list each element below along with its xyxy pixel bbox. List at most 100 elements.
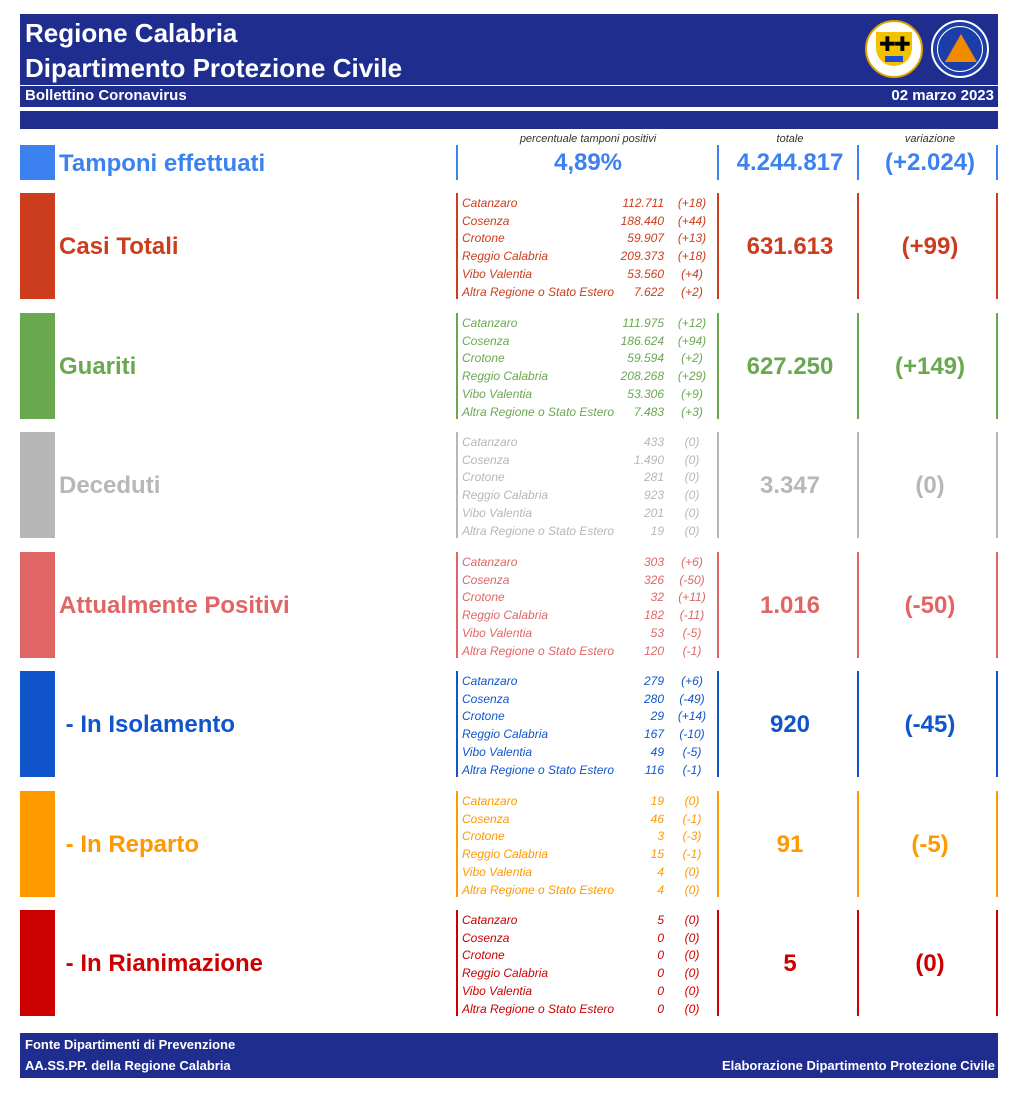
province-delta: (0): [684, 794, 700, 808]
province-row: Altra Regione o Stato Estero 7.483 (+3): [462, 405, 712, 423]
province-name: Altra Regione o Stato Estero: [462, 284, 615, 299]
province-row: Reggio Calabria 0 (0): [462, 966, 712, 984]
positivity-caption: percentuale tamponi positivi: [519, 133, 657, 145]
province-value: 281: [643, 470, 664, 485]
province-name: Catanzaro: [462, 674, 518, 688]
province-name: Reggio Calabria: [462, 369, 549, 384]
province-row: Reggio Calabria 208.268 (+29): [462, 369, 712, 387]
tamponi-swatch: [20, 145, 55, 180]
province-name: Altra Regione o Stato Estero: [462, 404, 615, 419]
regione-calabria-logo-icon: ✚ ✚: [865, 20, 923, 78]
province-row: Vibo Valentia 201 (0): [462, 506, 712, 524]
province-value: 32: [650, 590, 664, 605]
province-row: Crotone 0 (0): [462, 948, 712, 966]
province-row: Crotone 3 (-3): [462, 829, 712, 847]
province-value: 0: [657, 983, 664, 998]
attualmente-positivi-change: (-50): [904, 592, 956, 619]
province-name: Altra Regione o Stato Estero: [462, 643, 615, 658]
province-name: Reggio Calabria: [462, 847, 549, 862]
in-rianimazione-change: (0): [915, 950, 945, 977]
province-value: 29: [650, 709, 664, 724]
province-row: Cosenza 186.624 (+94): [462, 334, 712, 352]
province-name: Cosenza: [462, 452, 510, 467]
province-delta: (0): [684, 966, 700, 981]
in-rianimazione-swatch: [20, 910, 55, 1016]
province-value: 19: [650, 523, 664, 538]
province-name: Catanzaro: [462, 316, 518, 330]
province-value: 186.624: [620, 333, 664, 348]
tamponi-positivity: 4,89%: [553, 149, 623, 176]
province-value: 208.268: [620, 369, 664, 384]
province-row: Crotone 59.907 (+13): [462, 231, 712, 249]
bulletin-header: Regione Calabria Dipartimento Protezione…: [20, 14, 998, 107]
province-name: Vibo Valentia: [462, 505, 533, 520]
guariti-total: 627.250: [746, 353, 834, 380]
bulletin-subtitle: Bollettino Coronavirus: [25, 87, 187, 104]
province-name: Altra Regione o Stato Estero: [462, 882, 615, 897]
region-title: Regione Calabria: [25, 18, 238, 48]
province-name: Cosenza: [462, 930, 510, 945]
in-reparto-total: 91: [776, 831, 804, 858]
province-delta: (+6): [681, 674, 703, 688]
province-name: Vibo Valentia: [462, 983, 533, 998]
in-rianimazione-label: - In Rianimazione: [59, 950, 264, 977]
attualmente-positivi-total: 1.016: [759, 592, 821, 619]
in-isolamento-change: (-45): [904, 711, 956, 738]
bulletin-date: 02 marzo 2023: [891, 87, 994, 104]
province-value: 49: [650, 744, 664, 759]
province-value: 433: [643, 435, 664, 449]
in-reparto-section: - In Reparto Catanzaro 19 (0) Cosenza 46 (-1) C…: [20, 791, 1000, 898]
in-reparto-label: - In Reparto: [59, 831, 200, 858]
in-rianimazione-section: - In Rianimazione Catanzaro 5 (0) Cosenza 0 (0…: [20, 910, 1000, 1017]
province-name: Vibo Valentia: [462, 744, 533, 759]
province-value: 182: [643, 608, 664, 623]
guariti-section: Guariti Catanzaro 111.975 (+12) Cosenza 186.6…: [20, 313, 1000, 420]
deceduti-change: (0): [915, 472, 945, 499]
province-delta: (+11): [678, 590, 706, 605]
province-delta: (-5): [682, 625, 702, 640]
province-value: 303: [643, 555, 664, 569]
source-line-2: AA.SS.PP. della Regione Calabria: [25, 1058, 231, 1073]
province-value: 201: [643, 505, 664, 520]
province-row: Vibo Valentia 53.306 (+9): [462, 387, 712, 405]
province-delta: (+18): [677, 196, 707, 210]
province-delta: (0): [684, 948, 700, 963]
province-row: Altra Regione o Stato Estero 120 (-1): [462, 644, 712, 662]
province-delta: (0): [684, 1001, 700, 1016]
province-value: 280: [643, 691, 664, 706]
in-reparto-swatch: [20, 791, 55, 897]
province-name: Cosenza: [462, 811, 510, 826]
province-delta: (-1): [682, 762, 702, 777]
province-row: Cosenza 46 (-1): [462, 812, 712, 830]
guariti-change: (+149): [894, 353, 966, 380]
province-row: Crotone 281 (0): [462, 470, 712, 488]
casi-totali-section: Casi Totali Catanzaro 112.711 (+18) Cosenza 1…: [20, 193, 1000, 300]
in-isolamento-label: - In Isolamento: [59, 711, 236, 738]
province-row: Catanzaro 279 (+6): [462, 674, 712, 692]
province-name: Crotone: [462, 231, 505, 246]
province-value: 923: [643, 488, 664, 503]
province-delta: (-1): [682, 811, 702, 826]
tamponi-label: Tamponi effettuati: [59, 150, 266, 177]
protezione-civile-logo-icon: [931, 20, 989, 78]
attualmente-positivi-label: Attualmente Positivi: [59, 592, 290, 619]
guariti-label: Guariti: [59, 353, 137, 380]
province-name: Reggio Calabria: [462, 249, 549, 264]
province-value: 112.711: [622, 196, 664, 210]
province-delta: (+2): [681, 284, 703, 299]
province-name: Altra Regione o Stato Estero: [462, 762, 615, 777]
province-delta: (+94): [677, 333, 707, 348]
province-delta: (-5): [682, 744, 702, 759]
province-name: Crotone: [462, 351, 505, 366]
province-value: 46: [650, 811, 664, 826]
total-caption: totale: [776, 133, 804, 145]
province-name: Catanzaro: [462, 913, 518, 927]
tamponi-change: (+2.024): [884, 149, 976, 176]
province-name: Cosenza: [462, 572, 510, 587]
province-row: Catanzaro 111.975 (+12): [462, 316, 712, 334]
province-delta: (+44): [677, 213, 707, 228]
province-row: Cosenza 1.490 (0): [462, 453, 712, 471]
province-value: 116: [644, 762, 664, 777]
province-row: Catanzaro 19 (0): [462, 794, 712, 812]
deceduti-section: Deceduti Catanzaro 433 (0) Cosenza 1.490 (0) Cr…: [20, 432, 1000, 539]
